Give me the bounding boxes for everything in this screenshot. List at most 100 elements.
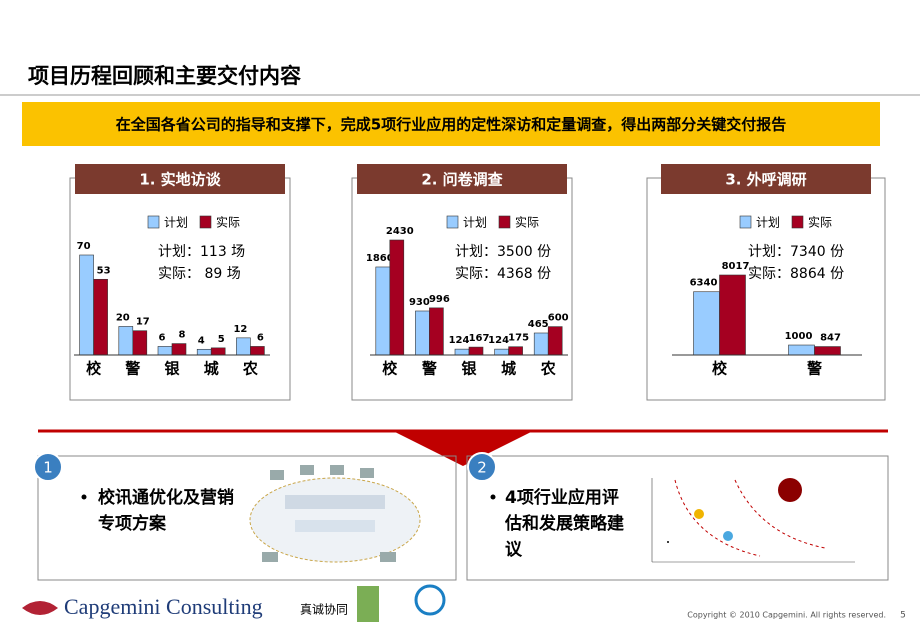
bullet: [81, 494, 87, 500]
value-label: 8017: [722, 261, 750, 272]
bar: [118, 326, 134, 356]
x-tick-label: 警: [806, 360, 822, 378]
legend-label: 实际: [808, 215, 832, 230]
panel-title: 2. 问卷调查: [421, 171, 503, 189]
badge-number: 2: [477, 459, 487, 477]
bar: [693, 291, 720, 356]
scatter-illustration: [651, 478, 855, 563]
bar: [236, 337, 251, 356]
legend-label: 计划: [756, 216, 780, 230]
banner-text: 在全国各省公司的指导和支撑下，完成5项行业应用的定性深访和定量调查，得出两部分关…: [116, 116, 786, 134]
summary: 实际：8864 份: [748, 266, 844, 282]
legend-label: 计划: [164, 216, 188, 230]
summary: 计划：113 场: [158, 244, 245, 260]
page-title: 项目历程回顾和主要交付内容: [28, 64, 301, 88]
legend-swatch: [199, 215, 212, 229]
summary: 实际：4368 份: [455, 266, 551, 282]
bar: [508, 346, 523, 356]
value-label: 1860: [366, 253, 394, 264]
legend-swatch: [739, 215, 752, 229]
bar: [250, 346, 265, 356]
x-tick-label: 警: [124, 360, 140, 378]
x-tick-label: 银: [164, 360, 180, 378]
deliverable-box: [466, 455, 889, 581]
bar: [389, 239, 405, 356]
value-label: 17: [136, 317, 150, 328]
value-label: 124: [449, 335, 470, 346]
legend-label: 计划: [463, 216, 487, 230]
x-tick-label: 农: [242, 360, 258, 378]
value-label: 600: [548, 313, 569, 324]
deliverable-text: 校讯通优化及营销专项方案: [98, 488, 234, 534]
bar: [375, 266, 391, 356]
bar: [533, 332, 549, 356]
panel-title-bg: [75, 164, 285, 194]
value-label: 175: [508, 333, 529, 344]
bar: [547, 326, 563, 356]
deliverable-text: 4项行业应用评估和发展策略建议: [505, 488, 624, 560]
legend-swatch: [791, 215, 804, 229]
panel-title-bg: [357, 164, 567, 194]
x-tick-label: 银: [461, 360, 477, 378]
bar: [196, 348, 212, 356]
value-label: 5: [218, 334, 225, 345]
badge-number: 1: [43, 459, 53, 477]
bar: [494, 348, 509, 356]
value-label: 2430: [386, 226, 414, 237]
panel-title-bg: [661, 164, 871, 194]
diagram-illustration: [249, 465, 421, 563]
bar: [79, 254, 94, 356]
x-tick-label: 警: [421, 360, 437, 378]
value-label: 1000: [785, 331, 813, 342]
bar: [454, 348, 470, 356]
bar: [429, 307, 444, 356]
value-label: 53: [97, 265, 111, 276]
legend-swatch: [446, 215, 459, 229]
bar: [814, 346, 841, 356]
value-label: 8: [179, 330, 186, 341]
brand-logo: [22, 601, 58, 615]
deliverable-box: [37, 455, 457, 581]
bar: [157, 346, 173, 356]
value-label: 6340: [690, 278, 718, 289]
summary: 实际： 89 场: [158, 266, 241, 282]
bar: [93, 278, 108, 356]
panel: [646, 177, 886, 401]
badge: [467, 452, 497, 482]
x-tick-label: 城: [204, 360, 219, 378]
bar: [171, 343, 187, 356]
bar: [788, 344, 815, 356]
value-label: 124: [488, 335, 509, 346]
slogan: 真诚协同: [300, 602, 348, 617]
x-tick-label: 校: [382, 360, 398, 378]
value-label: 20: [116, 312, 130, 323]
value-label: 70: [77, 241, 91, 252]
bar: [132, 330, 148, 356]
value-label: 996: [429, 294, 450, 305]
bullet: [490, 494, 496, 500]
legend-label: 实际: [515, 215, 539, 230]
value-label: 4: [198, 335, 205, 346]
panel-title: 1. 实地访谈: [139, 171, 221, 189]
partner-logos: [357, 584, 446, 622]
summary: 计划：7340 份: [748, 244, 844, 260]
brand: Capgemini Consulting: [64, 594, 263, 619]
value-label: 465: [528, 319, 549, 330]
arrow: [393, 431, 533, 466]
x-tick-label: 城: [501, 360, 516, 378]
x-tick-label: 农: [540, 360, 556, 378]
bar: [468, 346, 484, 356]
x-tick-label: 校: [86, 360, 102, 378]
legend-swatch: [147, 215, 160, 229]
legend-swatch: [498, 215, 511, 229]
bar: [719, 274, 746, 356]
panel-title: 3. 外呼调研: [725, 171, 806, 189]
value-label: 6: [159, 332, 166, 343]
banner-bg: [22, 102, 880, 146]
x-tick-label: 校: [712, 360, 728, 378]
value-label: 167: [469, 333, 490, 344]
value-label: 12: [233, 324, 247, 335]
value-label: 930: [409, 297, 430, 308]
